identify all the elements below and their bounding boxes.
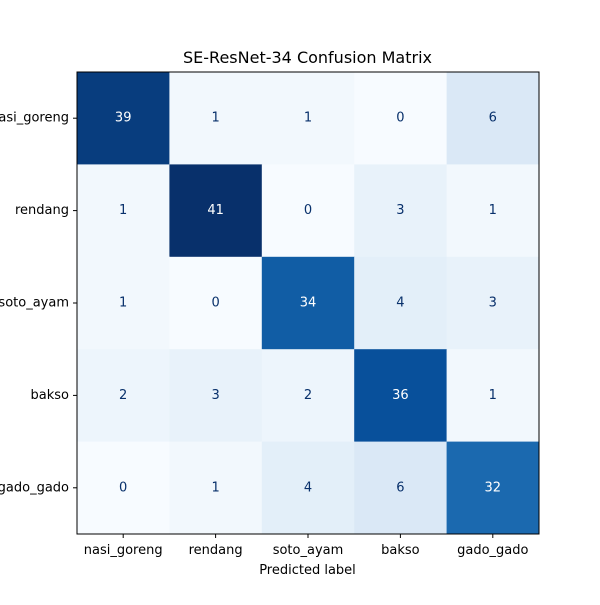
heatmap-cells — [77, 72, 540, 535]
heatmap-cell — [77, 441, 170, 535]
cell-value-label: 6 — [489, 111, 497, 126]
heatmap-cell — [354, 256, 448, 350]
cell-value-label: 41 — [207, 203, 224, 218]
cell-value-label: 34 — [300, 296, 317, 311]
heatmap-cell — [261, 164, 355, 258]
y-tick-label: bakso — [31, 388, 70, 403]
y-tick-label: soto_ayam — [0, 296, 69, 311]
heatmap-cell — [261, 441, 355, 535]
cell-value-label: 6 — [396, 480, 404, 495]
heatmap-cell — [354, 349, 448, 443]
cell-value-label: 39 — [115, 111, 132, 126]
heatmap-cell — [77, 72, 170, 165]
heatmap-cell — [261, 72, 355, 165]
cell-value-label: 0 — [396, 111, 404, 126]
cell-value-label: 1 — [211, 480, 219, 495]
cell-value-label: 1 — [211, 111, 219, 126]
heatmap-cell — [446, 349, 540, 443]
x-axis-ticks: nasi_goreng rendang soto_ayam bakso gado_gad… — [84, 534, 529, 558]
heatmap-cell — [169, 256, 263, 350]
x-tick-label: nasi_goreng — [84, 543, 163, 558]
x-tick-label: rendang — [189, 543, 243, 558]
cell-value-label: 0 — [304, 203, 312, 218]
cell-value-label: 1 — [489, 388, 497, 403]
x-tick-label: bakso — [381, 543, 420, 558]
cell-value-label: 2 — [119, 388, 127, 403]
chart-title: SE-ResNet-34 Confusion Matrix — [183, 48, 432, 67]
heatmap-cell — [169, 164, 263, 258]
cell-value-label: 4 — [304, 480, 312, 495]
cell-value-label: 0 — [119, 480, 127, 495]
x-axis-label: Predicted label — [259, 563, 356, 578]
cell-value-label: 3 — [211, 388, 219, 403]
cell-value-label: 32 — [485, 480, 502, 495]
y-tick-label: gado_gado — [0, 480, 69, 495]
heatmap-cell — [169, 349, 263, 443]
heatmap-cell — [446, 256, 540, 350]
heatmap-cell — [446, 164, 540, 258]
cell-value-label: 1 — [119, 203, 127, 218]
x-tick-label: gado_gado — [457, 543, 528, 558]
cell-value-label: 3 — [489, 296, 497, 311]
heatmap-cell — [77, 349, 170, 443]
heatmap-cell — [77, 256, 170, 350]
heatmap-cell-labels: 39 1 1 0 61 41 0 3 11 0 34 4 32 3 2 36 10 1 4 6 32 — [115, 111, 501, 496]
heatmap-cell — [261, 256, 355, 350]
y-tick-label: rendang — [15, 203, 69, 218]
cell-value-label: 3 — [396, 203, 404, 218]
cell-value-label: 2 — [304, 388, 312, 403]
heatmap-cell — [446, 441, 540, 535]
heatmap-cell — [446, 72, 540, 165]
heatmap-cell — [169, 441, 263, 535]
heatmap-cell — [354, 72, 448, 165]
heatmap-cell — [354, 441, 448, 535]
cell-value-label: 1 — [119, 296, 127, 311]
heatmap-cell — [77, 164, 170, 258]
y-tick-label: nasi_goreng — [0, 111, 69, 126]
cell-value-label: 1 — [489, 203, 497, 218]
cell-value-label: 4 — [396, 296, 404, 311]
heatmap-cell — [169, 72, 263, 165]
cell-value-label: 1 — [304, 111, 312, 126]
cell-value-label: 36 — [392, 388, 409, 403]
x-tick-label: soto_ayam — [273, 543, 344, 558]
heatmap-cell — [354, 164, 448, 258]
heatmap-cell — [261, 349, 355, 443]
cell-value-label: 0 — [211, 296, 219, 311]
